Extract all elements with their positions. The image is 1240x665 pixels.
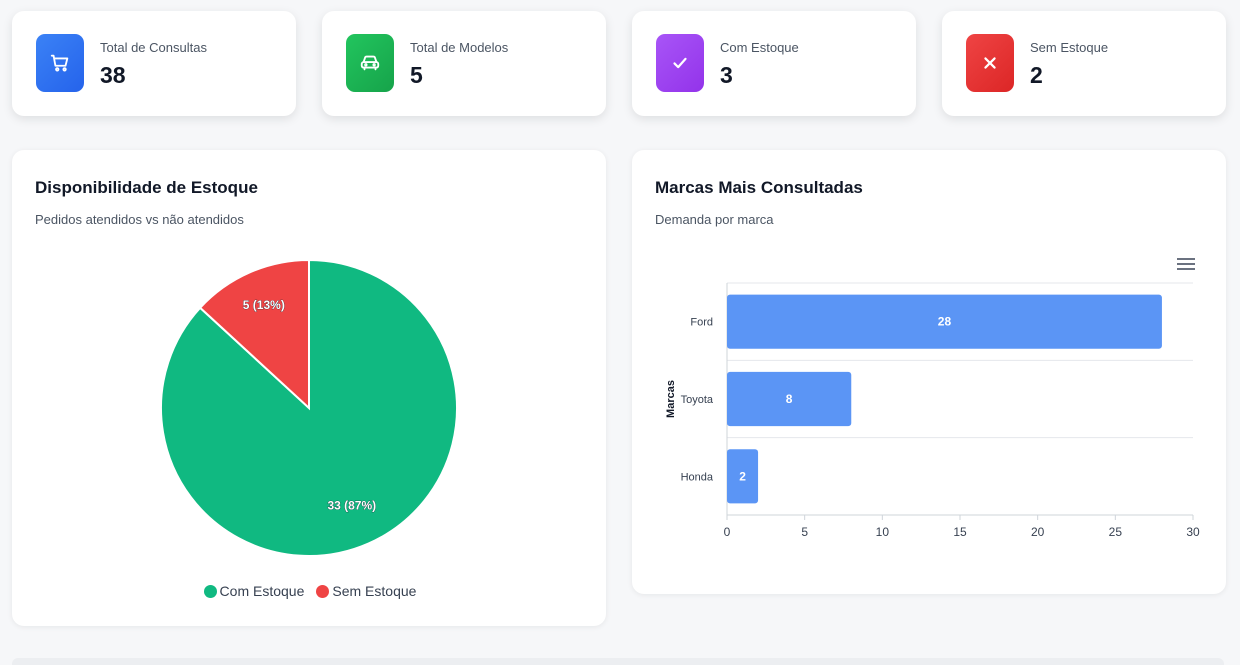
x-tick-label: 15 [953,525,967,539]
x-icon [966,34,1014,92]
pie-slice-sem-estoque[interactable] [198,258,310,411]
category-tick-label: Ford [690,317,713,329]
x-tick-label: 25 [1109,525,1123,539]
category-tick-label: Toyota [681,394,714,406]
pie-legend: Com Estoque Sem Estoque [12,583,608,599]
stat-label: Total de Modelos [410,40,509,55]
stat-card-consultas: Total de Consultas 38 [12,11,296,116]
x-tick-label: 30 [1186,525,1200,539]
bar-data-label: 2 [739,469,746,483]
x-tick-label: 5 [801,525,808,539]
legend-label: Com Estoque [219,583,305,599]
x-tick-label: 0 [724,525,731,539]
stat-label: Sem Estoque [1030,40,1109,55]
panel-title: Disponibilidade de Estoque [35,178,258,197]
x-tick-label: 20 [1031,525,1045,539]
stat-card-modelos: Total de Modelos 5 [322,11,606,116]
stock-panel: Disponibilidade de Estoque Pedidos atend… [12,150,606,626]
pie-data-label: 33 (87%) [327,499,376,513]
check-icon [656,34,704,92]
stat-label: Total de Consultas [100,40,207,55]
y-axis-title: Marcas [665,380,677,418]
legend-dot [316,584,330,598]
legend-label: Sem Estoque [332,583,417,599]
car-icon [346,34,394,92]
bar-ford[interactable] [727,294,1162,349]
stat-value: 3 [720,62,733,88]
stat-card-com-estoque: Com Estoque 3 [632,11,916,116]
x-tick-label: 10 [876,525,890,539]
footer-strip [12,658,1224,665]
category-tick-label: Honda [681,471,714,483]
bar-toyota[interactable] [727,371,852,427]
stat-value: 38 [100,62,126,88]
bar-data-label: 8 [786,392,793,406]
pie-data-label: 5 (13%) [243,298,285,312]
panel-subtitle: Pedidos atendidos vs não atendidos [35,212,244,227]
bar-data-label: 28 [938,315,952,329]
legend-item-sem-estoque[interactable]: Sem Estoque [316,583,416,599]
bar-honda[interactable] [727,449,759,504]
panel-title: Marcas Mais Consultadas [655,178,863,197]
panel-subtitle: Demanda por marca [655,212,774,227]
pie-chart: 33 (87%) 5 (13%) [160,258,458,557]
legend-item-com-estoque[interactable]: Com Estoque [203,583,305,599]
stat-value: 5 [410,62,423,88]
stat-card-sem-estoque: Sem Estoque 2 [942,11,1226,116]
stat-label: Com Estoque [720,40,799,55]
bar-chart: 28 Ford 8 Toyota 2 Honda 0 5 10 15 20 25 30 Marcas [665,282,1200,539]
cart-icon [36,34,84,92]
legend-dot [203,584,217,598]
brands-panel: Marcas Mais Consultadas Demanda por marc… [632,150,1226,594]
stat-value: 2 [1030,62,1043,88]
hamburger-menu-icon[interactable] [1177,258,1195,272]
